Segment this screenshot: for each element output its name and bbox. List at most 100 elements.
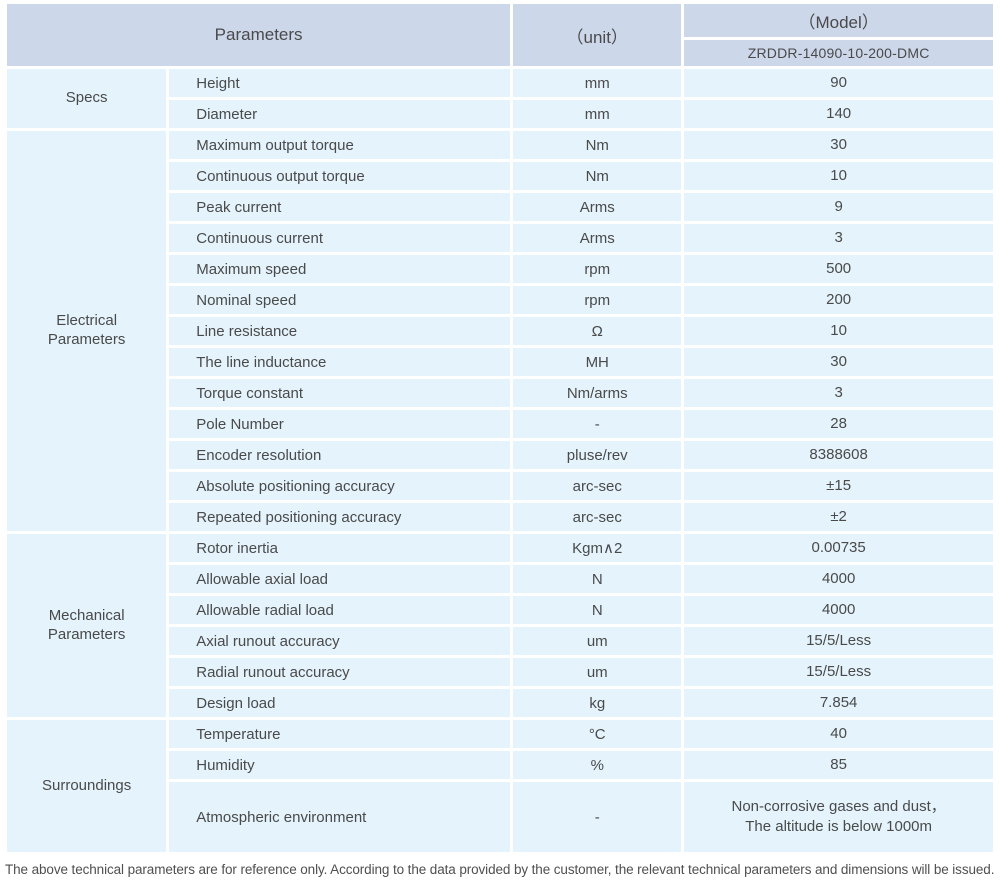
param-cell: Repeated positioning accuracy bbox=[169, 503, 511, 531]
unit-cell: % bbox=[513, 751, 682, 779]
table-row: Line resistance Ω 10 bbox=[7, 317, 993, 345]
unit-cell: pluse/rev bbox=[513, 441, 682, 469]
param-cell: Torque constant bbox=[169, 379, 511, 407]
unit-cell: Kgm∧2 bbox=[513, 534, 682, 562]
unit-cell: um bbox=[513, 658, 682, 686]
param-cell: Radial runout accuracy bbox=[169, 658, 511, 686]
unit-cell: - bbox=[513, 410, 682, 438]
param-cell: Peak current bbox=[169, 193, 511, 221]
unit-cell: - bbox=[513, 782, 682, 852]
value-cell: 7.854 bbox=[684, 689, 993, 717]
spec-table: Parameters （unit） （Model） ZRDDR-14090-10… bbox=[4, 1, 996, 855]
table-row: Continuous output torque Nm 10 bbox=[7, 162, 993, 190]
unit-header-cell: （unit） bbox=[513, 4, 682, 66]
value-cell: 28 bbox=[684, 410, 993, 438]
section-label-mechanical: Mechanical Parameters bbox=[7, 534, 167, 717]
unit-cell: rpm bbox=[513, 286, 682, 314]
table-row: Diameter mm 140 bbox=[7, 100, 993, 128]
value-cell: 10 bbox=[684, 162, 993, 190]
param-cell: Continuous output torque bbox=[169, 162, 511, 190]
param-cell: Maximum speed bbox=[169, 255, 511, 283]
table-row: Humidity % 85 bbox=[7, 751, 993, 779]
table-header: Parameters （unit） （Model） ZRDDR-14090-10… bbox=[7, 4, 993, 66]
param-cell: Atmospheric environment bbox=[169, 782, 511, 852]
param-cell: Diameter bbox=[169, 100, 511, 128]
value-cell: 15/5/Less bbox=[684, 658, 993, 686]
unit-cell: Nm bbox=[513, 131, 682, 159]
table-row: Electrical Parameters Maximum output tor… bbox=[7, 131, 993, 531]
unit-cell: Nm bbox=[513, 162, 682, 190]
table-row: Nominal speed rpm 200 bbox=[7, 286, 993, 314]
unit-cell: mm bbox=[513, 69, 682, 97]
table-row: Mechanical Parameters Rotor inertia Kgm∧… bbox=[7, 534, 993, 717]
value-cell: 90 bbox=[684, 69, 993, 97]
table-row: Allowable axial load N 4000 bbox=[7, 565, 993, 593]
section-label-specs: Specs bbox=[7, 69, 167, 128]
table-row: Atmospheric environment - Non-corrosive … bbox=[7, 782, 993, 852]
param-cell: Axial runout accuracy bbox=[169, 627, 511, 655]
value-cell: 15/5/Less bbox=[684, 627, 993, 655]
parameters-header-cell: Parameters bbox=[7, 4, 511, 66]
value-cell: 30 bbox=[684, 131, 993, 159]
unit-cell: N bbox=[513, 596, 682, 624]
unit-cell: Ω bbox=[513, 317, 682, 345]
param-cell: Encoder resolution bbox=[169, 441, 511, 469]
param-cell: Temperature bbox=[169, 720, 511, 748]
value-cell: 10 bbox=[684, 317, 993, 345]
table-row: Repeated positioning accuracy arc-sec ±2 bbox=[7, 503, 993, 531]
table-row: Absolute positioning accuracy arc-sec ±1… bbox=[7, 472, 993, 500]
section-label-electrical: Electrical Parameters bbox=[7, 131, 167, 531]
value-cell: 0.00735 bbox=[684, 534, 993, 562]
param-cell: Pole Number bbox=[169, 410, 511, 438]
table-row: Continuous current Arms 3 bbox=[7, 224, 993, 252]
value-cell: 3 bbox=[684, 224, 993, 252]
param-cell: Allowable axial load bbox=[169, 565, 511, 593]
value-cell: 4000 bbox=[684, 565, 993, 593]
unit-cell: rpm bbox=[513, 255, 682, 283]
value-cell: 140 bbox=[684, 100, 993, 128]
unit-cell: um bbox=[513, 627, 682, 655]
value-cell: 3 bbox=[684, 379, 993, 407]
table-row: Axial runout accuracy um 15/5/Less bbox=[7, 627, 993, 655]
param-cell: Maximum output torque bbox=[169, 131, 511, 159]
unit-cell: °C bbox=[513, 720, 682, 748]
unit-cell: arc-sec bbox=[513, 472, 682, 500]
unit-cell: MH bbox=[513, 348, 682, 376]
unit-cell: Arms bbox=[513, 193, 682, 221]
unit-cell: Arms bbox=[513, 224, 682, 252]
param-cell: Height bbox=[169, 69, 511, 97]
table-row: Design load kg 7.854 bbox=[7, 689, 993, 717]
unit-cell: kg bbox=[513, 689, 682, 717]
unit-cell: arc-sec bbox=[513, 503, 682, 531]
param-cell: Allowable radial load bbox=[169, 596, 511, 624]
table-row: Peak current Arms 9 bbox=[7, 193, 993, 221]
model-header-cell: （Model） bbox=[684, 4, 993, 37]
param-cell: Continuous current bbox=[169, 224, 511, 252]
table-row: Encoder resolution pluse/rev 8388608 bbox=[7, 441, 993, 469]
table-row: Pole Number - 28 bbox=[7, 410, 993, 438]
value-cell: 4000 bbox=[684, 596, 993, 624]
table-row: Allowable radial load N 4000 bbox=[7, 596, 993, 624]
param-cell: Absolute positioning accuracy bbox=[169, 472, 511, 500]
value-cell: 8388608 bbox=[684, 441, 993, 469]
model-number-cell: ZRDDR-14090-10-200-DMC bbox=[684, 40, 993, 66]
value-cell: 30 bbox=[684, 348, 993, 376]
unit-cell: Nm/arms bbox=[513, 379, 682, 407]
value-cell: ±15 bbox=[684, 472, 993, 500]
value-cell: Non-corrosive gases and dust， The altitu… bbox=[684, 782, 993, 852]
value-cell: 500 bbox=[684, 255, 993, 283]
footer-note: The above technical parameters are for r… bbox=[5, 862, 995, 877]
table-row: Torque constant Nm/arms 3 bbox=[7, 379, 993, 407]
table-row: The line inductance MH 30 bbox=[7, 348, 993, 376]
unit-cell: mm bbox=[513, 100, 682, 128]
value-cell: 40 bbox=[684, 720, 993, 748]
section-label-surroundings: Surroundings bbox=[7, 720, 167, 852]
table-row: Radial runout accuracy um 15/5/Less bbox=[7, 658, 993, 686]
value-cell: 9 bbox=[684, 193, 993, 221]
value-cell: 200 bbox=[684, 286, 993, 314]
table-row: Maximum speed rpm 500 bbox=[7, 255, 993, 283]
value-cell: ±2 bbox=[684, 503, 993, 531]
table-row: Specs Height mm 90 bbox=[7, 69, 993, 128]
param-cell: Humidity bbox=[169, 751, 511, 779]
